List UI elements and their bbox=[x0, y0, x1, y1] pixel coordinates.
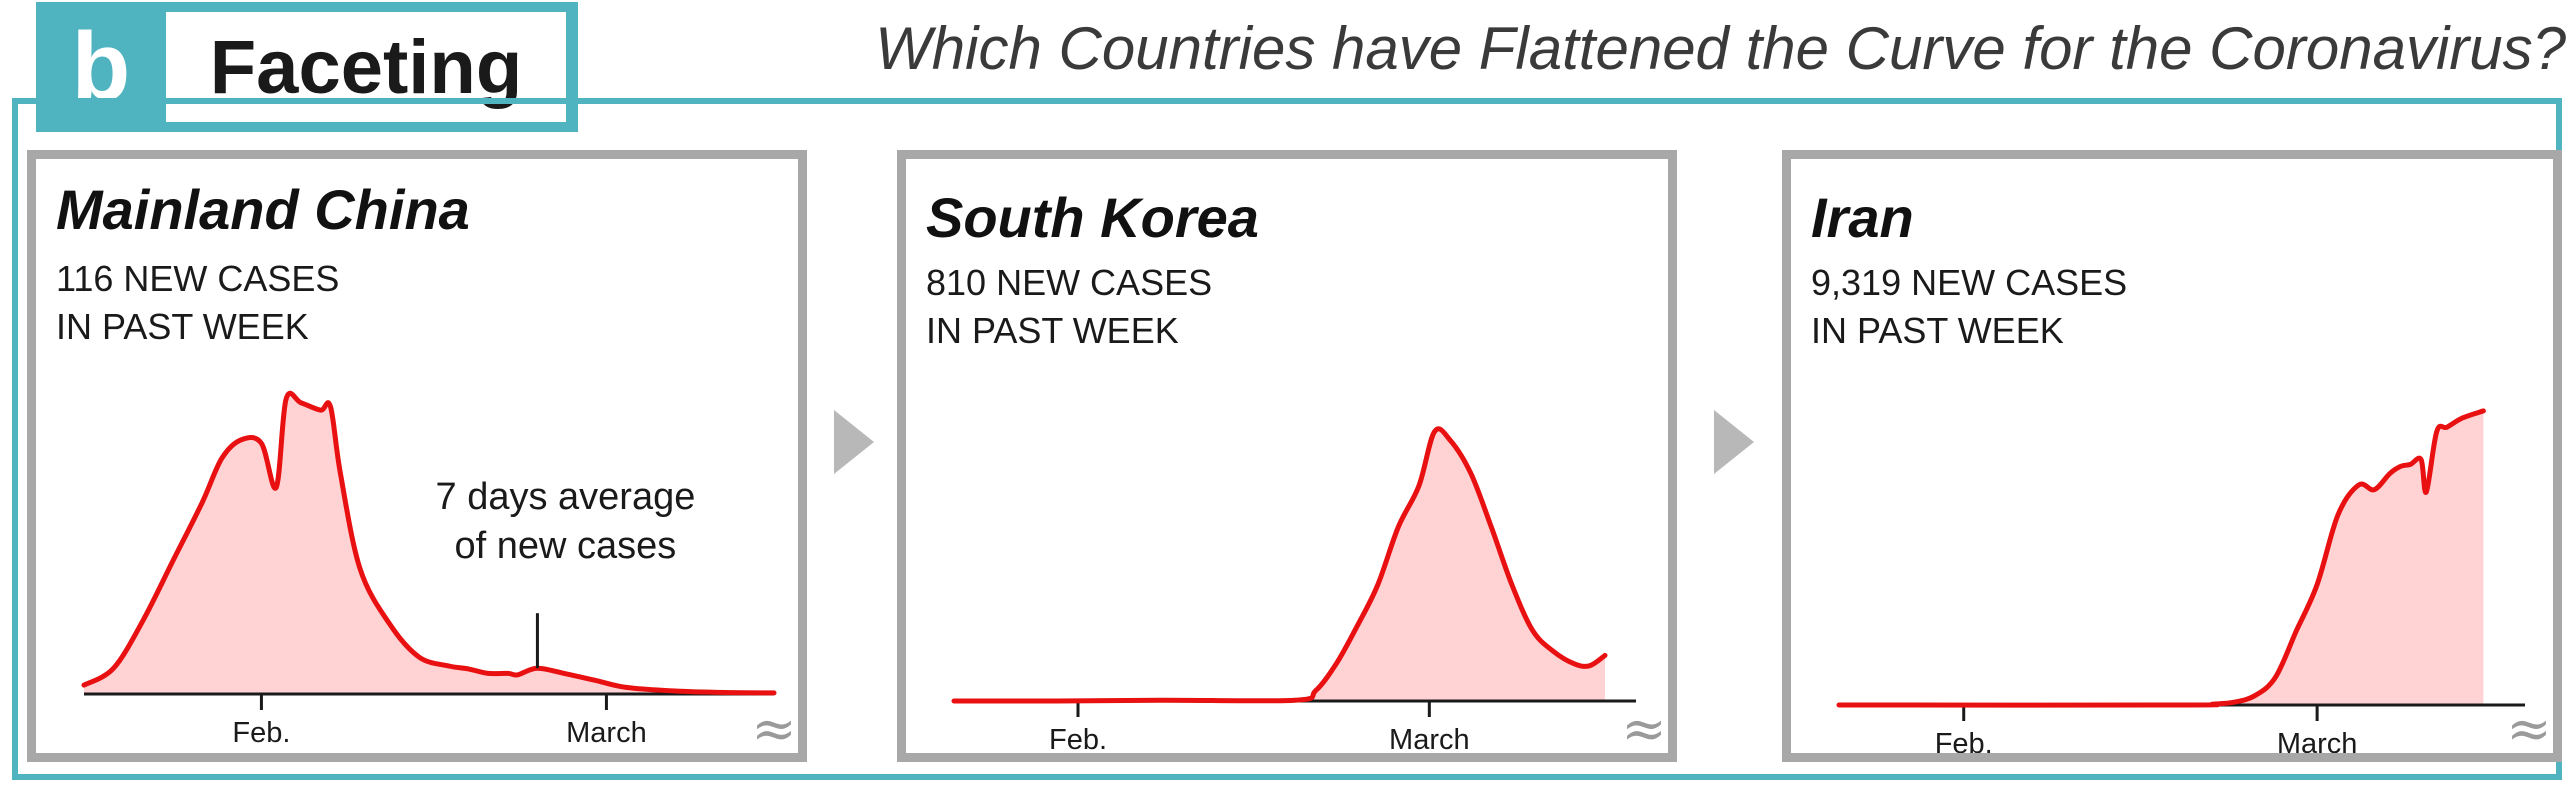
panel-title: Iran bbox=[1811, 186, 1914, 249]
panel-title: South Korea bbox=[926, 186, 1259, 249]
arrow-right-icon bbox=[834, 410, 874, 474]
panel-subtitle: 810 NEW CASES IN PAST WEEK bbox=[926, 259, 1212, 355]
subtitle-line-1: 810 NEW CASES bbox=[926, 262, 1213, 303]
panel-title: Mainland China bbox=[56, 178, 470, 241]
panel-subtitle: 116 NEW CASES IN PAST WEEK bbox=[56, 255, 339, 351]
panel-subtitle: 9,319 NEW CASES IN PAST WEEK bbox=[1811, 259, 2127, 355]
series-line bbox=[81, 390, 777, 696]
area-fill bbox=[1839, 410, 2484, 706]
x-tick-label: March bbox=[566, 717, 647, 749]
arrow-right-icon bbox=[1714, 410, 1754, 474]
chart-svg-iran: Feb. March ≈ bbox=[1836, 408, 2552, 753]
annotation-label: 7 days average bbox=[436, 476, 696, 518]
series-line bbox=[1836, 408, 2486, 708]
subtitle-line-1: 9,319 NEW CASES bbox=[1811, 262, 2128, 303]
x-tick-label: March bbox=[1389, 724, 1470, 753]
subtitle-line-2: IN PAST WEEK bbox=[56, 306, 309, 347]
x-tick-label: Feb. bbox=[232, 717, 290, 749]
panel-label-badge: b Faceting bbox=[36, 2, 578, 132]
area-fill bbox=[954, 428, 1605, 702]
subtitle-line-2: IN PAST WEEK bbox=[1811, 310, 2064, 351]
x-tick-label: March bbox=[2277, 728, 2358, 753]
nyt-logo-icon: ≈ bbox=[2506, 697, 2551, 753]
area-fill bbox=[84, 393, 774, 694]
x-tick-label: Feb. bbox=[1935, 728, 1993, 753]
chart-panel-south-korea: Feb. March ≈ South Korea 810 NEW CASES IN … bbox=[897, 150, 1677, 762]
figure-headline: Which Countries have Flattened the Curve… bbox=[875, 15, 2566, 82]
series-line bbox=[951, 426, 1608, 704]
chart-svg-mainland-china: Feb. March 7 days average of new cases ≈ bbox=[81, 390, 797, 753]
chart-panel-iran: Feb. March ≈ Iran 9,319 NEW CASES IN PAST … bbox=[1782, 150, 2562, 762]
nyt-logo-icon: ≈ bbox=[1621, 697, 1666, 753]
chart-svg-south-korea: Feb. March ≈ bbox=[951, 426, 1667, 753]
nyt-logo-icon: ≈ bbox=[751, 697, 796, 753]
chart-panel-mainland-china: Feb. March 7 days average of new cases ≈ Mai… bbox=[27, 150, 807, 762]
annotation-label: of new cases bbox=[455, 525, 677, 567]
subtitle-line-1: 116 NEW CASES bbox=[56, 258, 340, 299]
x-tick-label: Feb. bbox=[1049, 724, 1107, 753]
subtitle-line-2: IN PAST WEEK bbox=[926, 310, 1179, 351]
